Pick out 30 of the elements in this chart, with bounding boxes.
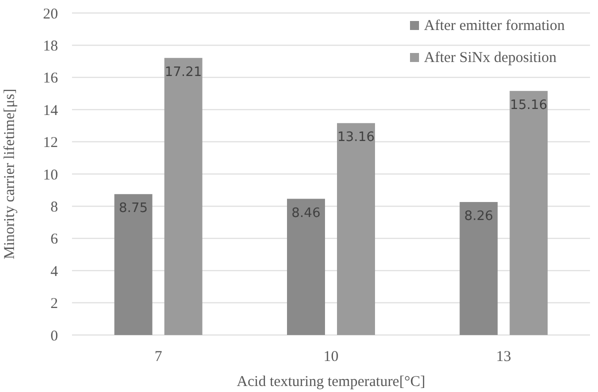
data-label: 8.75	[118, 201, 148, 216]
bar	[114, 194, 152, 335]
data-label: 17.21	[164, 64, 202, 80]
y-tick-label: 20	[43, 6, 58, 22]
y-axis-title: Minority carrier lifetime[μs]	[2, 88, 18, 260]
y-tick-label: 10	[43, 167, 58, 184]
x-axis-title: Acid texturing temperature[°C]	[236, 374, 426, 390]
data-label: 13.16	[337, 130, 375, 146]
y-tick-label: 12	[43, 135, 58, 152]
y-tick-label: 16	[43, 70, 58, 87]
y-tick-label: 0	[50, 328, 58, 344]
bar	[510, 90, 548, 335]
x-tick-label: 13	[496, 349, 512, 365]
bar	[460, 202, 498, 335]
y-tick-label: 8	[50, 199, 58, 216]
data-label: 8.26	[464, 209, 494, 224]
bar	[337, 123, 375, 335]
y-tick-label: 14	[43, 102, 58, 119]
legend-label: After emitter formation	[424, 18, 566, 34]
legend-label: After SiNx deposition	[424, 50, 557, 66]
y-tick-label: 6	[50, 232, 58, 248]
data-label: 8.46	[292, 206, 320, 221]
y-tick-label: 4	[50, 264, 58, 280]
bar	[164, 58, 202, 335]
data-label: 15.16	[510, 98, 548, 113]
y-tick-label: 2	[50, 296, 58, 312]
y-tick-label: 18	[43, 38, 58, 54]
bar	[287, 198, 325, 335]
x-tick-label: 10	[324, 349, 338, 365]
x-tick-label: 7	[154, 349, 163, 365]
